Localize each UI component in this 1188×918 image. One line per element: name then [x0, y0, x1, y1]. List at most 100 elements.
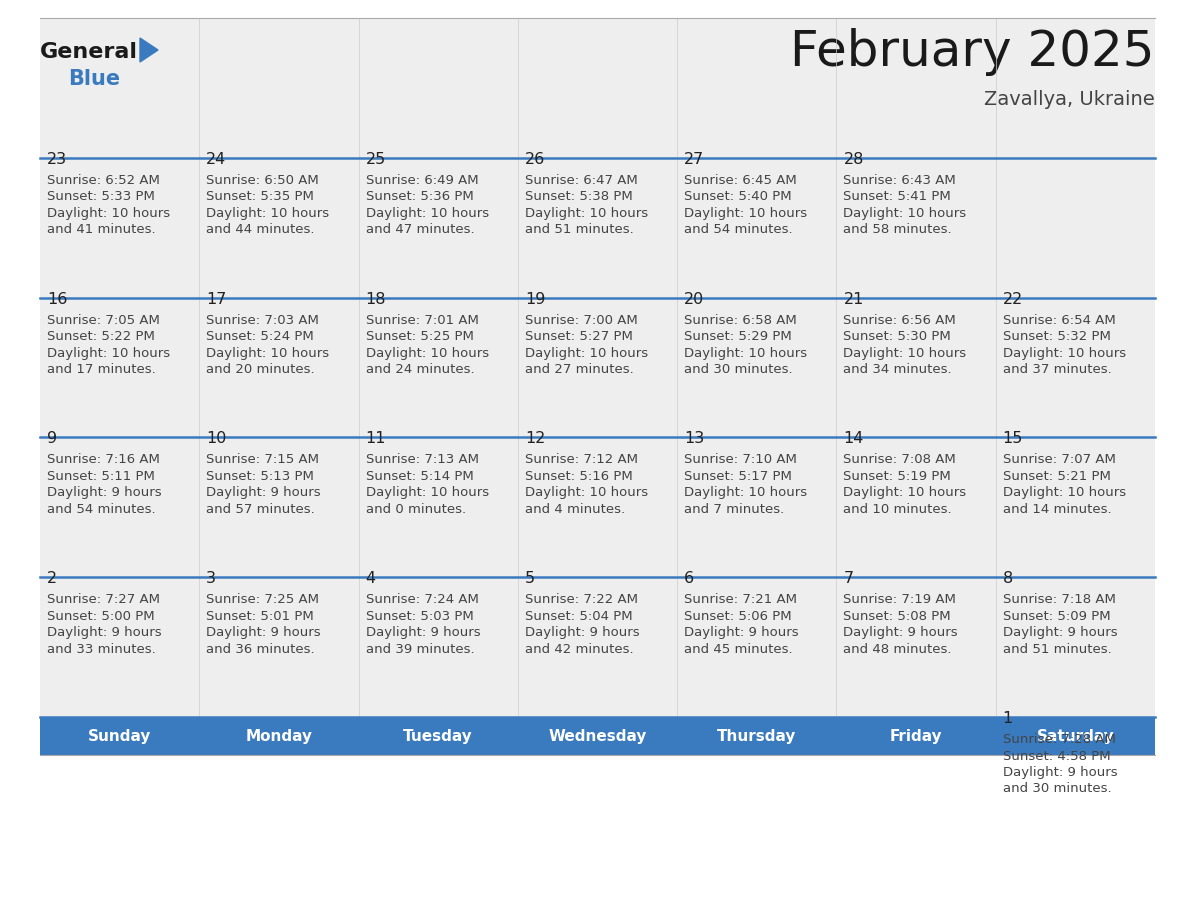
Text: Sunrise: 7:13 AM: Sunrise: 7:13 AM	[366, 453, 479, 466]
Text: 26: 26	[525, 151, 545, 167]
Text: Sunrise: 7:16 AM: Sunrise: 7:16 AM	[48, 453, 160, 466]
Text: Sunrise: 7:00 AM: Sunrise: 7:00 AM	[525, 314, 638, 327]
Text: and 47 minutes.: and 47 minutes.	[366, 223, 474, 236]
Text: Daylight: 10 hours: Daylight: 10 hours	[1003, 347, 1126, 360]
Text: Sunset: 5:01 PM: Sunset: 5:01 PM	[207, 610, 314, 622]
Text: and 37 minutes.: and 37 minutes.	[1003, 364, 1112, 376]
Bar	[40, 717, 1155, 755]
Text: and 34 minutes.: and 34 minutes.	[843, 364, 952, 376]
Text: Daylight: 10 hours: Daylight: 10 hours	[843, 207, 967, 219]
Text: Daylight: 10 hours: Daylight: 10 hours	[207, 347, 329, 360]
Text: Sunrise: 7:15 AM: Sunrise: 7:15 AM	[207, 453, 320, 466]
Text: Daylight: 10 hours: Daylight: 10 hours	[684, 347, 808, 360]
Text: and 27 minutes.: and 27 minutes.	[525, 364, 633, 376]
Bar	[40, 437, 1155, 577]
Text: 8: 8	[1003, 571, 1013, 587]
Text: Sunrise: 6:45 AM: Sunrise: 6:45 AM	[684, 174, 797, 186]
Text: 17: 17	[207, 292, 227, 307]
Text: and 17 minutes.: and 17 minutes.	[48, 364, 156, 376]
Text: Sunrise: 7:19 AM: Sunrise: 7:19 AM	[843, 593, 956, 606]
Text: February 2025: February 2025	[790, 28, 1155, 76]
Text: and 20 minutes.: and 20 minutes.	[207, 364, 315, 376]
Text: 23: 23	[48, 151, 68, 167]
Polygon shape	[140, 38, 158, 62]
Text: Sunrise: 7:27 AM: Sunrise: 7:27 AM	[48, 593, 160, 606]
Text: Sunset: 5:14 PM: Sunset: 5:14 PM	[366, 470, 473, 483]
Bar	[40, 158, 1155, 297]
Text: Sunset: 5:24 PM: Sunset: 5:24 PM	[207, 330, 314, 343]
Text: Sunrise: 6:43 AM: Sunrise: 6:43 AM	[843, 174, 956, 186]
Text: Daylight: 10 hours: Daylight: 10 hours	[1003, 487, 1126, 499]
Text: Sunset: 5:30 PM: Sunset: 5:30 PM	[843, 330, 952, 343]
Text: 14: 14	[843, 431, 864, 446]
Text: Sunset: 5:16 PM: Sunset: 5:16 PM	[525, 470, 632, 483]
Text: 9: 9	[48, 431, 57, 446]
Text: 16: 16	[48, 292, 68, 307]
Text: Saturday: Saturday	[1036, 729, 1114, 744]
Text: 18: 18	[366, 292, 386, 307]
Text: and 33 minutes.: and 33 minutes.	[48, 643, 156, 655]
Text: Sunset: 5:11 PM: Sunset: 5:11 PM	[48, 470, 154, 483]
Text: 21: 21	[843, 292, 864, 307]
Text: Sunrise: 7:03 AM: Sunrise: 7:03 AM	[207, 314, 320, 327]
Text: 3: 3	[207, 571, 216, 587]
Text: Daylight: 9 hours: Daylight: 9 hours	[1003, 766, 1118, 779]
Text: Sunrise: 7:01 AM: Sunrise: 7:01 AM	[366, 314, 479, 327]
Text: Sunrise: 7:24 AM: Sunrise: 7:24 AM	[366, 593, 479, 606]
Text: Daylight: 10 hours: Daylight: 10 hours	[525, 207, 647, 219]
Text: Sunrise: 7:08 AM: Sunrise: 7:08 AM	[843, 453, 956, 466]
Text: Sunset: 5:00 PM: Sunset: 5:00 PM	[48, 610, 154, 622]
Text: Sunset: 5:08 PM: Sunset: 5:08 PM	[843, 610, 952, 622]
Text: 22: 22	[1003, 292, 1023, 307]
Text: Sunrise: 6:56 AM: Sunrise: 6:56 AM	[843, 314, 956, 327]
Text: and 10 minutes.: and 10 minutes.	[843, 503, 952, 516]
Text: and 39 minutes.: and 39 minutes.	[366, 643, 474, 655]
Text: and 54 minutes.: and 54 minutes.	[684, 223, 792, 236]
Text: Wednesday: Wednesday	[549, 729, 646, 744]
Text: Sunrise: 7:22 AM: Sunrise: 7:22 AM	[525, 593, 638, 606]
Text: 12: 12	[525, 431, 545, 446]
Text: Daylight: 9 hours: Daylight: 9 hours	[1003, 626, 1118, 639]
Text: 19: 19	[525, 292, 545, 307]
Text: and 4 minutes.: and 4 minutes.	[525, 503, 625, 516]
Text: Sunset: 4:58 PM: Sunset: 4:58 PM	[1003, 749, 1111, 763]
Text: Sunrise: 6:47 AM: Sunrise: 6:47 AM	[525, 174, 638, 186]
Text: and 30 minutes.: and 30 minutes.	[1003, 782, 1111, 796]
Text: Sunrise: 6:54 AM: Sunrise: 6:54 AM	[1003, 314, 1116, 327]
Text: 27: 27	[684, 151, 704, 167]
Text: Sunrise: 7:25 AM: Sunrise: 7:25 AM	[207, 593, 320, 606]
Text: Daylight: 10 hours: Daylight: 10 hours	[48, 347, 170, 360]
Text: 13: 13	[684, 431, 704, 446]
Text: Sunrise: 7:18 AM: Sunrise: 7:18 AM	[1003, 593, 1116, 606]
Text: Daylight: 9 hours: Daylight: 9 hours	[525, 626, 639, 639]
Text: and 51 minutes.: and 51 minutes.	[525, 223, 633, 236]
Text: Sunset: 5:19 PM: Sunset: 5:19 PM	[843, 470, 952, 483]
Text: and 58 minutes.: and 58 minutes.	[843, 223, 952, 236]
Text: Daylight: 10 hours: Daylight: 10 hours	[525, 487, 647, 499]
Text: Daylight: 10 hours: Daylight: 10 hours	[207, 207, 329, 219]
Bar	[40, 18, 1155, 158]
Text: Zavallya, Ukraine: Zavallya, Ukraine	[984, 90, 1155, 109]
Text: Sunset: 5:40 PM: Sunset: 5:40 PM	[684, 190, 791, 203]
Text: Sunset: 5:25 PM: Sunset: 5:25 PM	[366, 330, 474, 343]
Text: Daylight: 10 hours: Daylight: 10 hours	[843, 347, 967, 360]
Text: Sunset: 5:03 PM: Sunset: 5:03 PM	[366, 610, 473, 622]
Text: and 45 minutes.: and 45 minutes.	[684, 643, 792, 655]
Text: Sunrise: 6:50 AM: Sunrise: 6:50 AM	[207, 174, 320, 186]
Text: Daylight: 10 hours: Daylight: 10 hours	[684, 487, 808, 499]
Text: Sunset: 5:06 PM: Sunset: 5:06 PM	[684, 610, 791, 622]
Text: and 51 minutes.: and 51 minutes.	[1003, 643, 1112, 655]
Text: 11: 11	[366, 431, 386, 446]
Text: Daylight: 10 hours: Daylight: 10 hours	[366, 347, 488, 360]
Text: 4: 4	[366, 571, 375, 587]
Text: 28: 28	[843, 151, 864, 167]
Text: 2: 2	[48, 571, 57, 587]
Bar	[40, 577, 1155, 717]
Text: Blue: Blue	[68, 69, 120, 89]
Text: and 48 minutes.: and 48 minutes.	[843, 643, 952, 655]
Text: and 54 minutes.: and 54 minutes.	[48, 503, 156, 516]
Text: and 7 minutes.: and 7 minutes.	[684, 503, 784, 516]
Text: Sunset: 5:04 PM: Sunset: 5:04 PM	[525, 610, 632, 622]
Text: and 41 minutes.: and 41 minutes.	[48, 223, 156, 236]
Text: Daylight: 9 hours: Daylight: 9 hours	[366, 626, 480, 639]
